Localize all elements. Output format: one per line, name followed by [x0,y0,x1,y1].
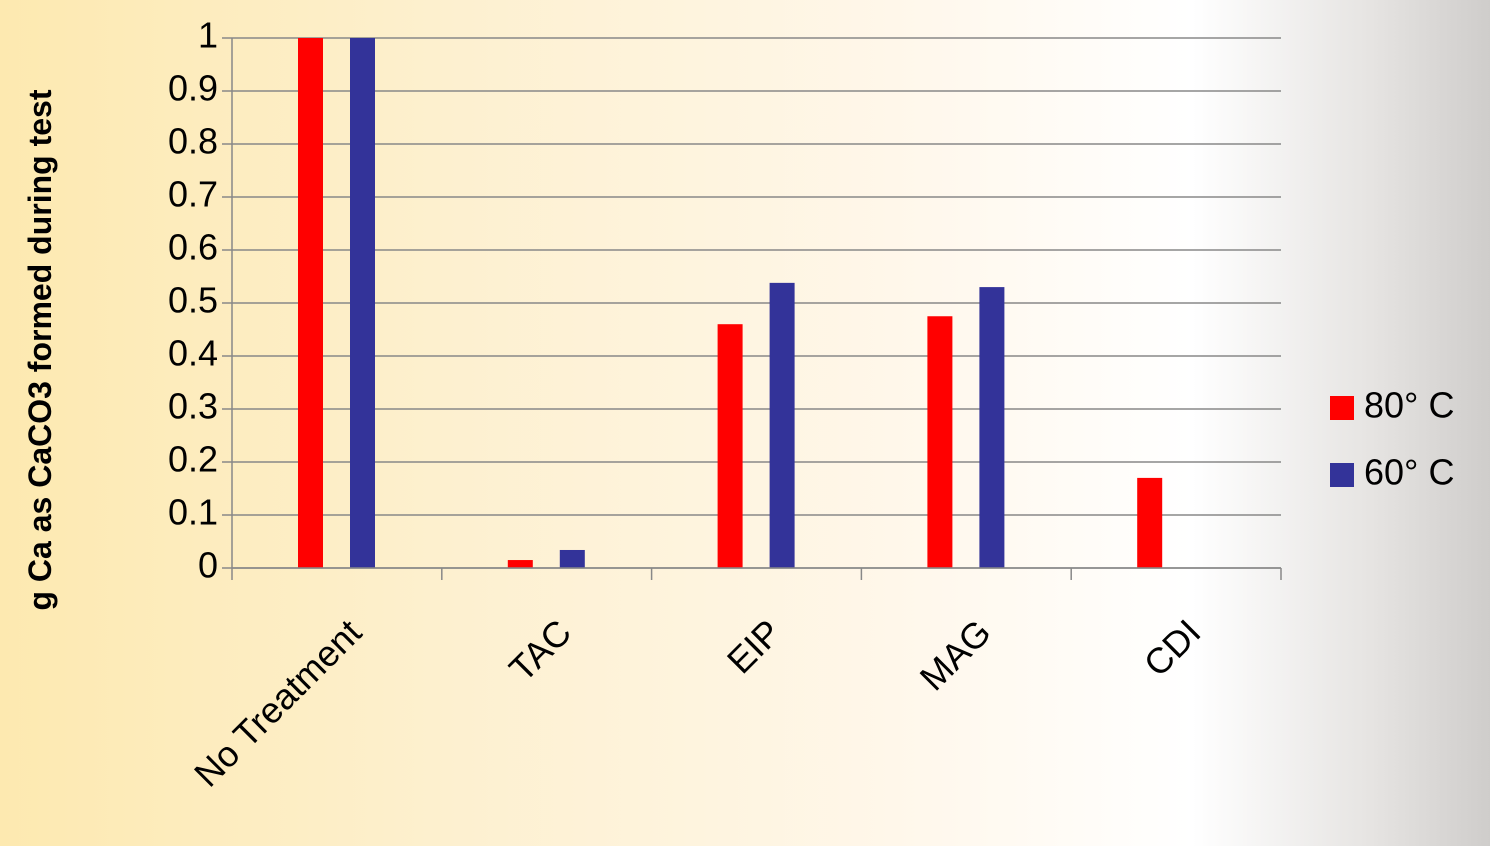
y-axis-label: g Ca as CaCO3 formed during test [22,89,58,611]
y-tick-label: 0.1 [168,492,218,533]
bar [559,549,585,568]
y-tick-label: 0.2 [168,439,218,480]
y-tick-label: 0 [198,545,218,586]
bar [298,38,323,568]
bar [769,282,795,568]
y-tick-label: 0.8 [168,121,218,162]
bar [507,560,533,568]
legend-label: 60° C [1364,452,1454,493]
bar [979,287,1005,568]
y-tick-label: 0.4 [168,333,218,374]
x-tick-label: CDI [1136,611,1209,684]
y-tick-label: 1 [198,15,218,56]
y-tick-label: 0.9 [168,68,218,109]
x-tick-label: MAG [912,611,999,698]
legend-swatch [1330,396,1354,420]
legend-swatch [1330,463,1354,487]
bar [717,324,743,568]
x-tick-label: TAC [501,611,579,689]
legend-label: 80° C [1364,385,1454,426]
x-tick-label: EIP [719,611,789,681]
y-tick-label: 0.5 [168,280,218,321]
y-tick-label: 0.6 [168,227,218,268]
y-tick-label: 0.7 [168,174,218,215]
x-tick-label: No Treatment [186,611,369,794]
y-tick-label: 0.3 [168,386,218,427]
bar [1137,477,1163,568]
bar [350,38,375,568]
bar [927,316,953,568]
